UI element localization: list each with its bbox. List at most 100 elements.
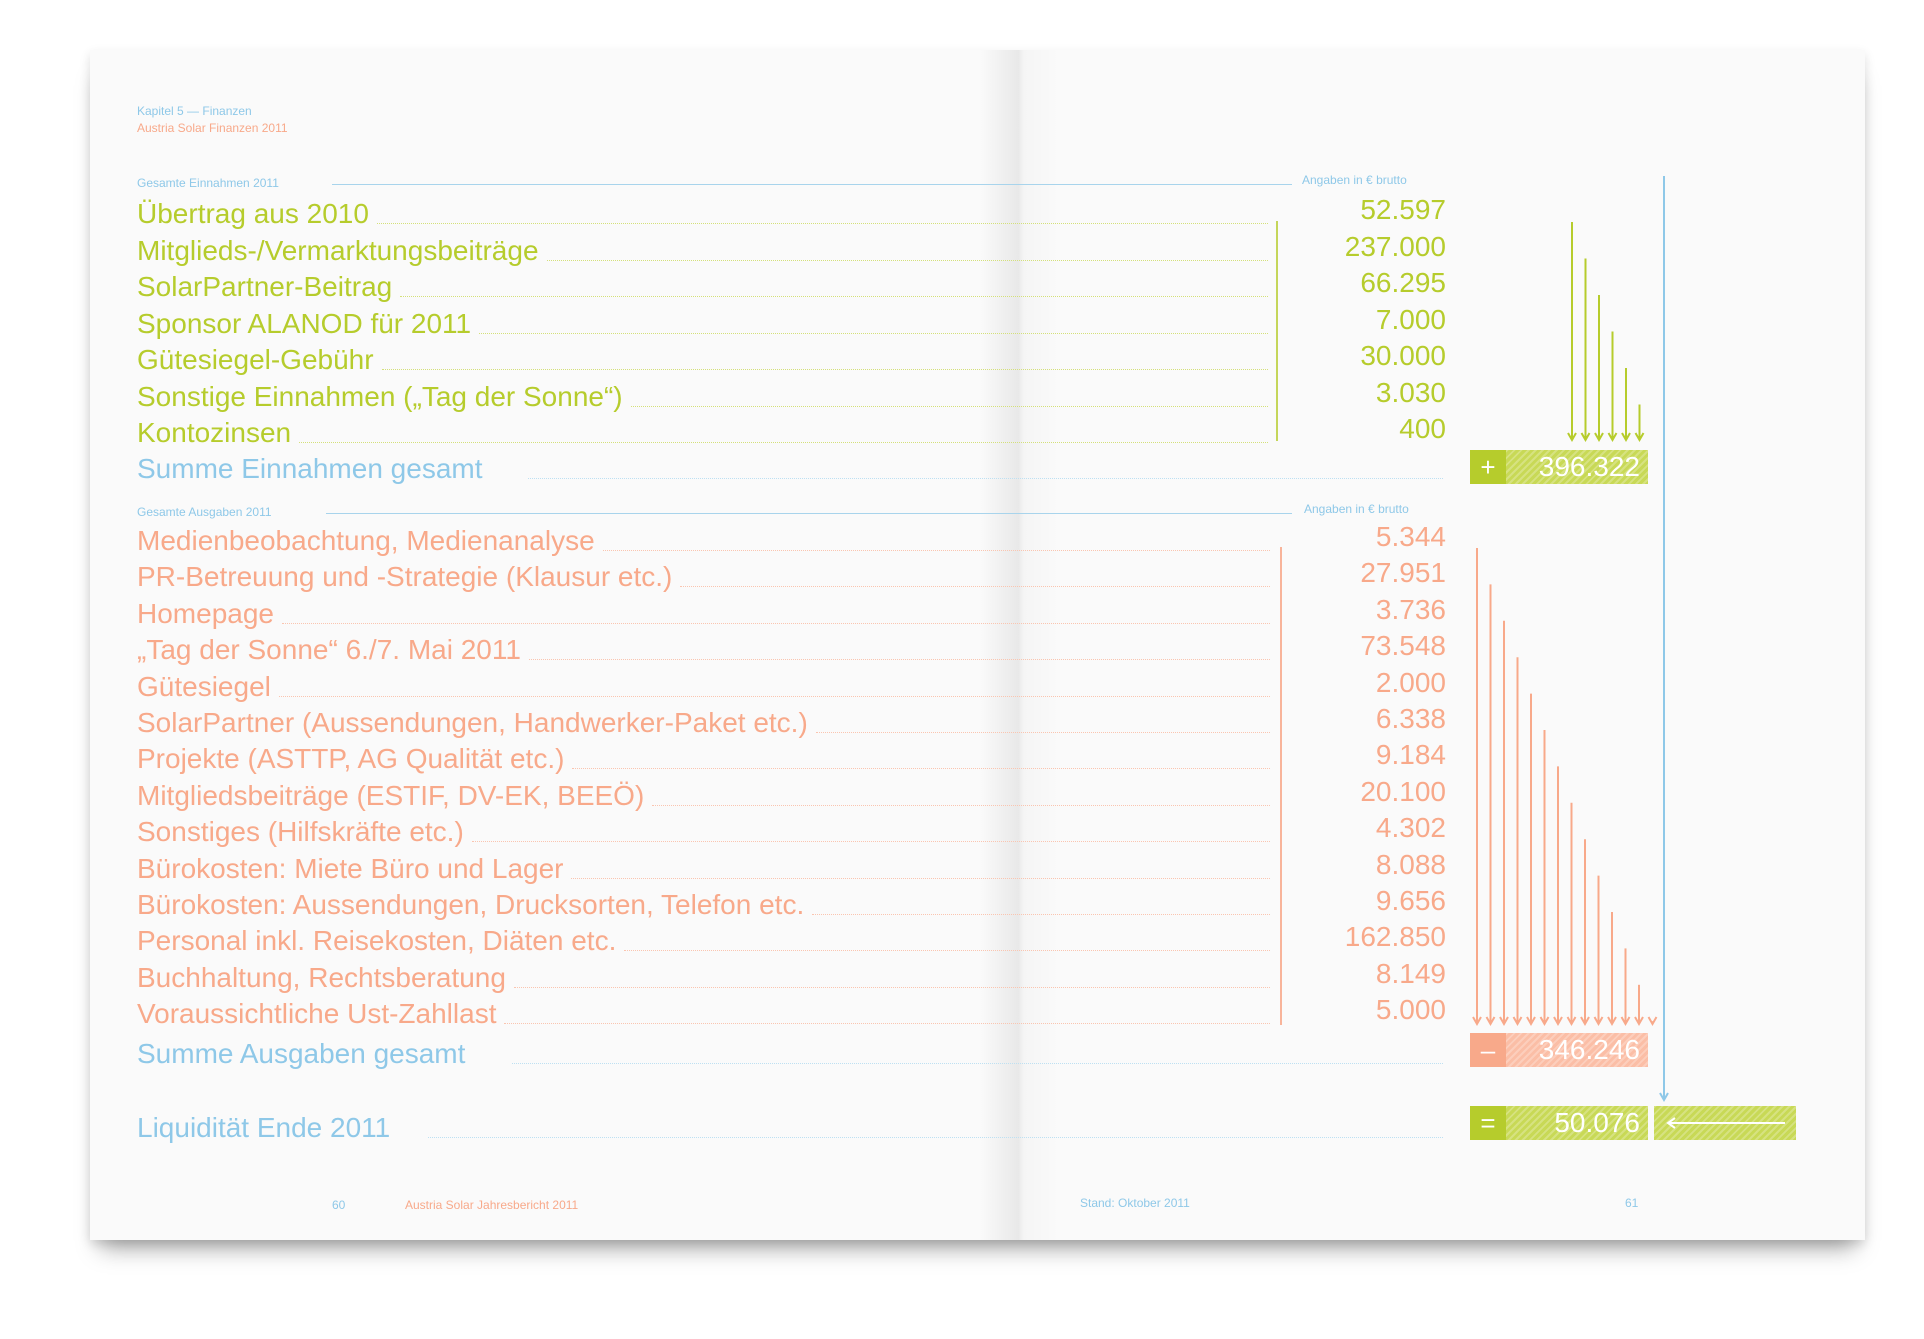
income-section-rule [332, 184, 1292, 185]
expenses-row-leader [603, 550, 1270, 551]
expenses-total-box: – 346.246 [1470, 1033, 1648, 1067]
income-total-box: + 396.322 [1470, 450, 1648, 484]
expenses-row-label: Bürokosten: Aussendungen, Drucksorten, T… [137, 889, 805, 920]
income-total-label: Summe Einnahmen gesamt [137, 453, 483, 484]
liquidity-leader [428, 1137, 1443, 1138]
expenses-row-leader [504, 1023, 1270, 1025]
income-row-label: Übertrag aus 2010 [137, 198, 369, 229]
expenses-row-label: Buchhaltung, Rechtsberatung [137, 961, 506, 993]
income-unit-note: Angaben in € brutto [1302, 173, 1407, 187]
expenses-row-value: 9.656 [1375, 885, 1446, 916]
income-row-leader [479, 332, 1268, 334]
expenses-row-label: Personal inkl. Reisekosten, Diäten etc. [137, 925, 617, 957]
expenses-row-label: PR-Betreuung und -Strategie (Klausur etc… [137, 561, 673, 593]
expenses-total-value: 346.246 [1506, 1033, 1648, 1067]
expenses-row-leader [571, 877, 1270, 879]
plus-sign: + [1470, 450, 1506, 484]
expenses-row-leader [572, 768, 1270, 770]
income-arrow [1594, 295, 1604, 443]
expenses-row-leader [279, 695, 1270, 697]
expenses-row-value: 8.149 [1375, 957, 1446, 989]
income-row-label: Mitglieds-/Vermarktungsbeiträge [137, 234, 539, 266]
document-subtitle: Austria Solar Finanzen 2011 [137, 121, 288, 135]
left-arrow-icon [1666, 1117, 1785, 1129]
expenses-row-value: 2.000 [1375, 666, 1446, 698]
income-row-label: Kontozinsen [137, 417, 292, 448]
book-spine [980, 50, 1060, 1240]
income-bracket [1276, 221, 1278, 441]
expense-arrow [1580, 839, 1590, 1027]
income-row-leader [400, 296, 1268, 297]
liquidity-arrow [1659, 176, 1669, 1103]
expenses-row-leader [472, 841, 1270, 843]
expenses-section-rule [326, 513, 1292, 514]
income-row-value: 30.000 [1360, 340, 1446, 371]
expenses-row-label: Bürokosten: Miete Büro und Lager [137, 852, 564, 884]
expenses-row-label: Mitgliedsbeiträge (ESTIF, DV-EK, BEEÖ) [137, 779, 645, 811]
expense-arrow [1593, 875, 1604, 1027]
income-row-leader [299, 442, 1268, 443]
booklet-spread [90, 50, 1865, 1240]
expenses-row-leader [812, 914, 1270, 915]
expense-arrow [1566, 802, 1577, 1027]
expenses-row-leader [652, 804, 1270, 806]
expenses-section-title: Gesamte Ausgaben 2011 [137, 505, 272, 519]
income-row-leader [547, 259, 1268, 261]
expenses-row-label: SolarPartner (Aussendungen, Handwerker-P… [137, 707, 808, 738]
expense-arrow [1499, 620, 1509, 1027]
left-page-number: 60 [332, 1198, 346, 1212]
income-section-title: Gesamte Einnahmen 2011 [137, 176, 279, 190]
expenses-unit-note: Angaben in € brutto [1304, 502, 1409, 516]
expenses-row-label: „Tag der Sonne“ 6./7. Mai 2011 [137, 634, 521, 666]
income-arrow [1634, 404, 1645, 443]
expenses-row-value: 8.088 [1375, 848, 1446, 880]
expenses-row-leader [282, 622, 1270, 624]
income-arrow [1567, 222, 1577, 443]
income-row-leader [377, 223, 1268, 224]
income-row-value: 400 [1399, 413, 1446, 444]
expenses-row-label: Homepage [137, 597, 274, 629]
expenses-bracket [1280, 547, 1282, 1025]
income-row-leader [631, 405, 1268, 407]
expenses-total-leader [512, 1063, 1443, 1064]
expenses-row-label: Voraussichtliche Ust-Zahllast [137, 998, 497, 1030]
expenses-total-label: Summe Ausgaben gesamt [137, 1038, 466, 1069]
right-page-number: 61 [1625, 1196, 1639, 1210]
liquidity-value: 50.076 [1506, 1106, 1648, 1140]
expense-arrow [1526, 693, 1536, 1027]
income-row-value: 7.000 [1375, 303, 1446, 335]
equals-sign: = [1470, 1106, 1506, 1140]
income-total-value: 396.322 [1506, 450, 1648, 484]
income-total-leader [528, 478, 1443, 479]
right-footer-note: Stand: Oktober 2011 [1080, 1196, 1190, 1210]
expenses-row-leader [680, 586, 1270, 588]
income-row-value: 237.000 [1344, 230, 1446, 262]
expense-arrow [1634, 984, 1644, 1027]
left-footer-title: Austria Solar Jahresbericht 2011 [405, 1198, 579, 1212]
liquidity-box: = 50.076 [1470, 1106, 1648, 1140]
expenses-row-label: Projekte (ASTTP, AG Qualität etc.) [137, 743, 565, 775]
income-row-label: Sonstige Einnahmen („Tag der Sonne“) [137, 380, 623, 412]
expenses-row-value: 162.850 [1344, 921, 1446, 953]
expense-arrow [1512, 657, 1523, 1027]
expenses-row-value: 20.100 [1360, 775, 1446, 807]
expenses-row-value: 27.951 [1360, 557, 1446, 589]
liquidity-label: Liquidität Ende 2011 [137, 1112, 391, 1143]
expense-arrow [1647, 1016, 1658, 1027]
expense-arrow [1620, 948, 1631, 1027]
income-row-value: 3.030 [1375, 376, 1446, 408]
expense-arrow [1485, 584, 1496, 1027]
expense-arrow [1607, 912, 1617, 1027]
expenses-row-leader [514, 986, 1270, 988]
expenses-row-label: Sonstiges (Hilfskräfte etc.) [137, 816, 464, 848]
income-row-label: SolarPartner-Beitrag [137, 271, 393, 302]
expenses-row-label: Gütesiegel [137, 670, 271, 702]
expenses-row-value: 3.736 [1375, 593, 1446, 625]
expenses-row-value: 6.338 [1375, 703, 1446, 734]
expenses-row-leader [529, 659, 1270, 661]
expense-arrow [1539, 730, 1550, 1027]
expense-arrow [1472, 548, 1482, 1027]
income-row-value: 66.295 [1360, 267, 1446, 298]
expenses-row-value: 5.000 [1375, 994, 1446, 1026]
